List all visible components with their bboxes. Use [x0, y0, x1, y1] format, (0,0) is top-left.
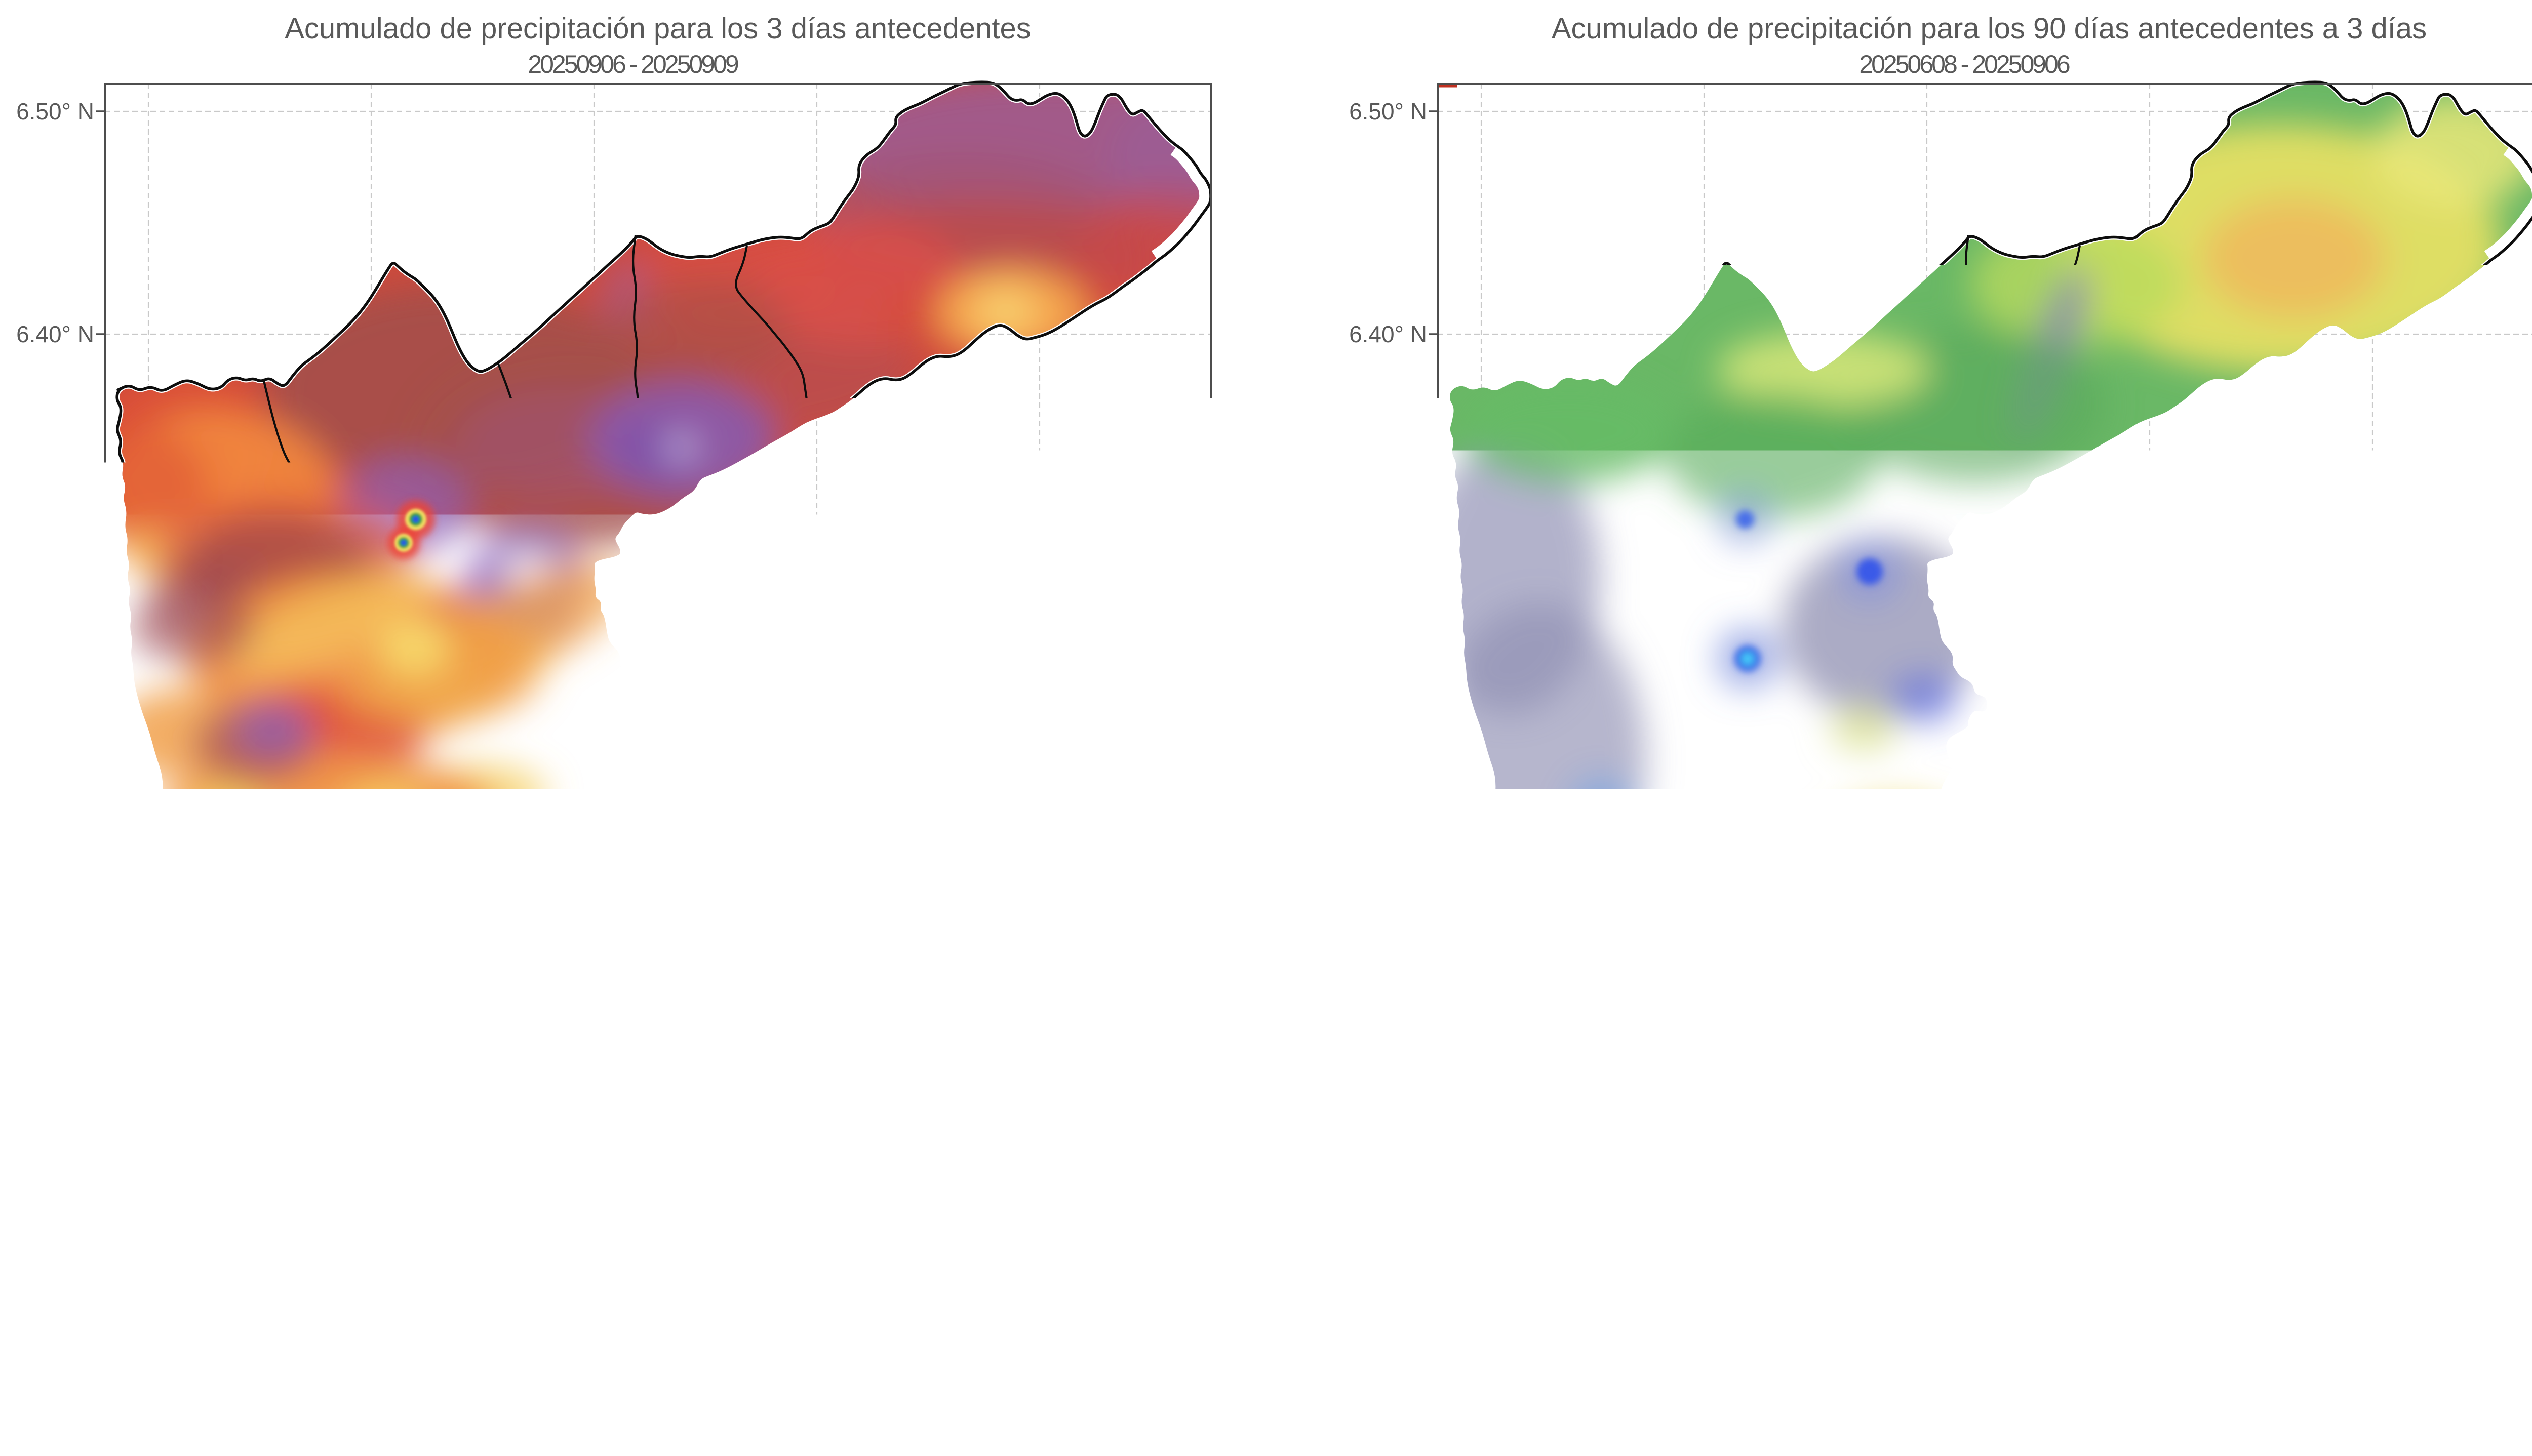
svg-text:5: 5 — [206, 1368, 219, 1394]
svg-text:10: 10 — [250, 1368, 276, 1394]
svg-text:75.30° W: 75.30° W — [992, 1281, 1088, 1307]
svg-text:75.40° W: 75.40° W — [769, 1281, 865, 1307]
svg-text:700: 700 — [2169, 1368, 2208, 1394]
svg-text:6.30° N: 6.30° N — [16, 544, 94, 570]
svg-text:6.50° N: 6.50° N — [16, 98, 94, 125]
svg-text:800: 800 — [2270, 1368, 2309, 1394]
svg-text:1000: 1000 — [2465, 1368, 2516, 1394]
svg-text:6.20° N: 6.20° N — [16, 766, 94, 793]
svg-text:6.10° N: 6.10° N — [16, 989, 94, 1016]
svg-text:20250608 - 20250906: 20250608 - 20250906 — [1859, 50, 2070, 78]
svg-text:75.60° W: 75.60° W — [1656, 1281, 1752, 1307]
svg-text:Acumulado Precipitación [mm]: Acumulado Precipitación [mm] — [419, 1402, 898, 1442]
svg-text:15: 15 — [301, 1368, 327, 1394]
svg-text:100: 100 — [1161, 1368, 1200, 1394]
svg-text:1: 1 — [165, 1368, 178, 1394]
svg-text:500: 500 — [1967, 1368, 2006, 1394]
svg-text:0: 0 — [1477, 1368, 1490, 1394]
svg-text:100: 100 — [1565, 1368, 1604, 1394]
svg-text:Acumulado de precipitación par: Acumulado de precipitación para los 90 d… — [1552, 12, 2427, 45]
svg-text:75.70° W: 75.70° W — [1433, 1281, 1529, 1307]
svg-text:6.20° N: 6.20° N — [1349, 766, 1427, 793]
svg-text:75.70° W: 75.70° W — [100, 1281, 196, 1307]
svg-text:Acumulado de precipitación par: Acumulado de precipitación para los 3 dí… — [285, 12, 1031, 45]
svg-text:40: 40 — [556, 1368, 581, 1394]
svg-text:Acumulado Precipitación [mm]: Acumulado Precipitación [mm] — [1750, 1402, 2228, 1442]
svg-text:400: 400 — [1867, 1368, 1906, 1394]
svg-text:300: 300 — [1766, 1368, 1805, 1394]
svg-text:6.40° N: 6.40° N — [16, 321, 94, 347]
svg-text:75.30° W: 75.30° W — [2324, 1281, 2421, 1307]
svg-text:200: 200 — [1665, 1368, 1704, 1394]
svg-text:30: 30 — [454, 1368, 480, 1394]
svg-text:50: 50 — [657, 1368, 683, 1394]
svg-text:600: 600 — [2068, 1368, 2107, 1394]
svg-text:6.10° N: 6.10° N — [1349, 989, 1427, 1016]
svg-text:75.50° W: 75.50° W — [1879, 1281, 1975, 1307]
svg-text:20: 20 — [352, 1368, 378, 1394]
svg-text:25: 25 — [403, 1368, 428, 1394]
svg-text:6.00° N: 6.00° N — [16, 1212, 94, 1238]
svg-text:6.00° N: 6.00° N — [1349, 1212, 1427, 1238]
svg-text:35: 35 — [505, 1368, 531, 1394]
svg-text:60: 60 — [760, 1368, 785, 1394]
svg-text:6.30° N: 6.30° N — [1349, 544, 1427, 570]
svg-text:900: 900 — [2370, 1368, 2409, 1394]
svg-text:80: 80 — [963, 1368, 989, 1394]
svg-text:6.50° N: 6.50° N — [1349, 98, 1427, 125]
svg-text:20250906 - 20250909: 20250906 - 20250909 — [528, 50, 738, 78]
svg-text:6.40° N: 6.40° N — [1349, 321, 1427, 347]
svg-text:75.40° W: 75.40° W — [2102, 1281, 2198, 1307]
svg-text:75.60° W: 75.60° W — [323, 1281, 419, 1307]
svg-text:75.50° W: 75.50° W — [546, 1281, 642, 1307]
